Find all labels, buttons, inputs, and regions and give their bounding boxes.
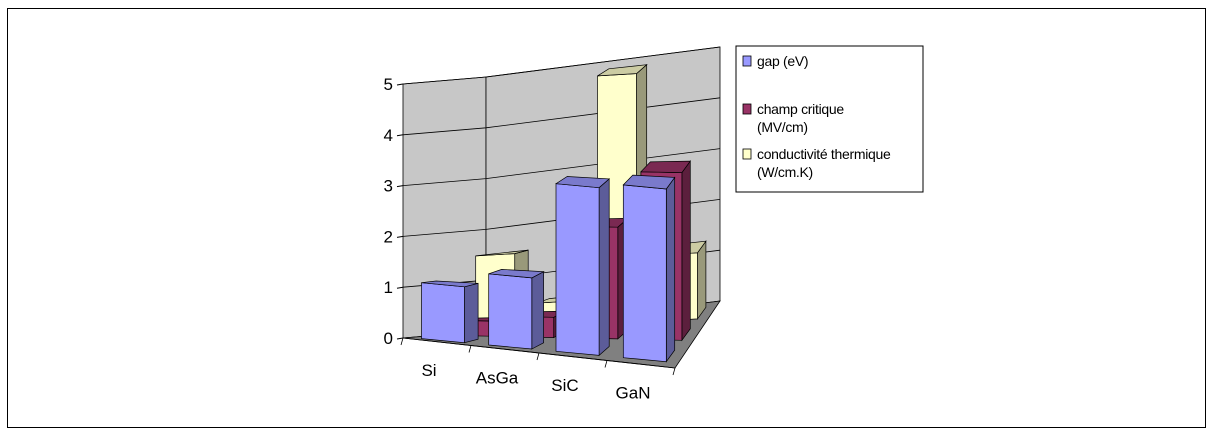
y-axis-ticks: 0 1 2 3 4 5 [384,75,404,348]
gridline [402,46,721,85]
legend-box [735,45,924,193]
y-tick-mark [396,286,404,289]
y-tick-label: 1 [384,278,393,297]
legend: gap (eV) champ critique (MV/cm) conducti… [735,45,924,193]
x-label-asga: AsGa [476,368,519,387]
x-tick-mark [536,352,540,361]
x-tick-mark [400,337,404,346]
legend-swatch-conductivite [742,148,752,160]
y-tick-label: 5 [384,75,393,94]
bars [421,63,707,363]
legend-label-conductivite-line1: conductivité thermique [757,146,891,162]
x-label-gan: GaN [616,383,651,402]
y-tick-label: 0 [384,329,393,348]
x-tick-mark [604,360,608,368]
chart-frame: 0 1 2 3 4 5 Si AsGa SiC GaN gap (eV) champ criti… [7,8,1206,428]
bar-chart-3d: 0 1 2 3 4 5 Si AsGa SiC GaN gap (eV) champ criti… [384,45,924,402]
legend-swatch-champ [742,103,752,115]
bar-asga-series-0 [488,269,545,350]
x-tick-mark [672,367,676,376]
legend-label-champ-line1: champ critique [757,101,844,117]
y-tick-mark [396,235,404,238]
y-tick-mark [396,83,404,86]
bar-sic-series-0 [554,176,611,357]
x-tick-mark [468,345,472,353]
x-label-sic: SiC [551,376,578,395]
y-tick-mark [396,337,404,340]
y-tick-mark [396,185,404,188]
bar-gan-series-0 [622,174,676,363]
legend-swatch-gap [742,55,752,67]
y-tick-mark [396,134,404,137]
bar-si-series-0 [421,280,479,344]
legend-label-gap: gap (eV) [757,53,808,69]
x-label-si: Si [421,361,436,380]
x-axis-labels: Si AsGa SiC GaN [400,337,676,402]
y-tick-label: 3 [384,177,393,196]
legend-label-conductivite-line2: (W/cm.K) [757,164,813,180]
legend-label-champ-line2: (MV/cm) [757,119,808,135]
y-tick-label: 2 [384,227,393,246]
y-tick-label: 4 [384,126,393,145]
